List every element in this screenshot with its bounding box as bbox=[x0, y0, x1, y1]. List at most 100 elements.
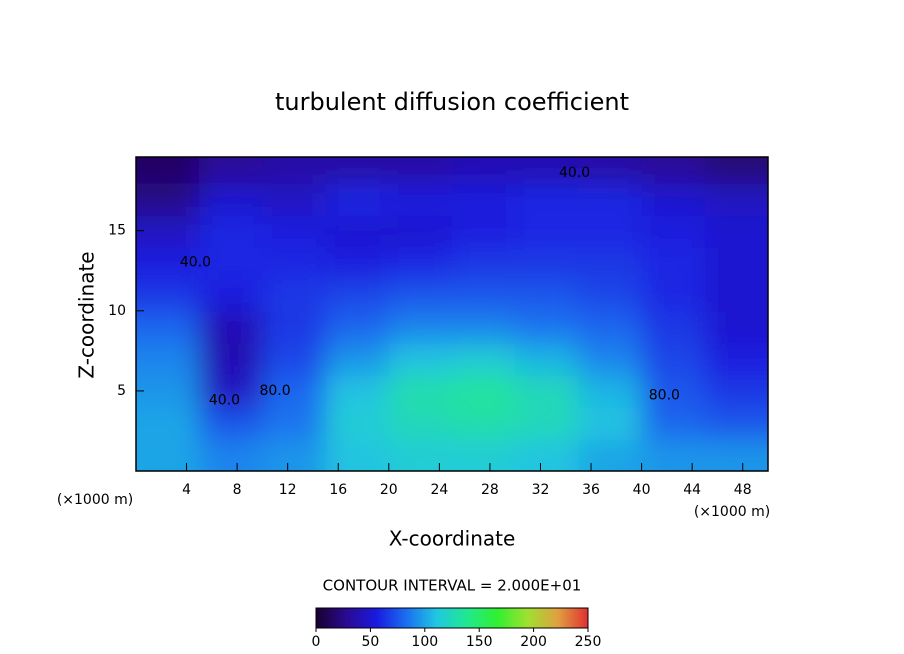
field-cell bbox=[262, 438, 327, 471]
field-cell bbox=[388, 214, 453, 248]
field-cell bbox=[136, 214, 201, 248]
field-cell bbox=[578, 278, 643, 312]
field-cell bbox=[388, 406, 453, 440]
field-cell bbox=[388, 246, 453, 280]
field-cell bbox=[704, 182, 768, 216]
field-cell bbox=[136, 182, 201, 216]
x-tick-label: 48 bbox=[734, 482, 752, 498]
field-cell bbox=[515, 438, 580, 471]
field-cell bbox=[452, 182, 517, 216]
field-cell bbox=[325, 438, 390, 471]
field-cell bbox=[452, 374, 517, 408]
field bbox=[136, 157, 768, 471]
y-unit-label: (×1000 m) bbox=[57, 492, 133, 508]
field-cell bbox=[641, 342, 706, 376]
x-tick-label: 4 bbox=[182, 482, 191, 498]
field-cell bbox=[578, 406, 643, 440]
contour-label: 40.0 bbox=[180, 255, 211, 271]
field-cell bbox=[262, 157, 327, 184]
field-cell bbox=[704, 406, 768, 440]
field-cell bbox=[704, 310, 768, 344]
field-cell bbox=[388, 157, 453, 184]
y-tick-label: 15 bbox=[108, 223, 126, 239]
contour-label: 40.0 bbox=[559, 165, 590, 181]
field-cell bbox=[578, 374, 643, 408]
field-cell bbox=[515, 157, 580, 184]
chart-title: turbulent diffusion coefficient bbox=[275, 88, 629, 116]
field-cell bbox=[136, 342, 201, 376]
field-cell bbox=[262, 246, 327, 280]
x-tick-label: 28 bbox=[481, 482, 499, 498]
x-tick-label: 40 bbox=[633, 482, 651, 498]
field-cell bbox=[136, 310, 201, 344]
field-cell bbox=[578, 182, 643, 216]
field-cell bbox=[452, 438, 517, 471]
field-cell bbox=[136, 246, 201, 280]
field-cell bbox=[325, 246, 390, 280]
field-cell bbox=[199, 214, 264, 248]
field-cell bbox=[199, 374, 264, 408]
field-cell bbox=[641, 157, 706, 184]
x-tick-label: 20 bbox=[380, 482, 398, 498]
field-cell bbox=[452, 246, 517, 280]
field-cell bbox=[641, 246, 706, 280]
field-cell bbox=[704, 438, 768, 471]
field-clip bbox=[136, 157, 768, 471]
x-tick-label: 16 bbox=[329, 482, 347, 498]
x-tick-label: 36 bbox=[582, 482, 600, 498]
y-tick-label: 5 bbox=[117, 383, 126, 399]
field-cell bbox=[388, 342, 453, 376]
field-cell bbox=[388, 278, 453, 312]
colorbar-tick-label: 200 bbox=[520, 634, 547, 650]
field-cell bbox=[199, 310, 264, 344]
field-cell bbox=[578, 157, 643, 184]
field-cell bbox=[578, 214, 643, 248]
field-cell bbox=[515, 278, 580, 312]
field-cell bbox=[136, 406, 201, 440]
field-cell bbox=[199, 182, 264, 216]
field-cell bbox=[136, 157, 201, 184]
field-cell bbox=[641, 214, 706, 248]
contour-interval: CONTOUR INTERVAL = 2.000E+01 bbox=[323, 577, 582, 595]
field-cell bbox=[704, 374, 768, 408]
field-cell bbox=[325, 374, 390, 408]
field-cell bbox=[704, 246, 768, 280]
field-cell bbox=[641, 374, 706, 408]
field-cell bbox=[262, 406, 327, 440]
field-cell bbox=[641, 182, 706, 216]
field-cell bbox=[325, 182, 390, 216]
field-cell bbox=[452, 342, 517, 376]
field-cell bbox=[452, 310, 517, 344]
field-cell bbox=[136, 374, 201, 408]
field-cell bbox=[578, 438, 643, 471]
x-axis-label: X-coordinate bbox=[389, 527, 516, 551]
field-cell bbox=[578, 342, 643, 376]
field-cell bbox=[641, 310, 706, 344]
colorbar-tick-label: 150 bbox=[466, 634, 493, 650]
y-axis-label: Z-coordinate bbox=[75, 251, 99, 378]
field-cell bbox=[641, 278, 706, 312]
field-cell bbox=[641, 406, 706, 440]
x-tick-label: 12 bbox=[279, 482, 297, 498]
field-cell bbox=[325, 310, 390, 344]
field-cell bbox=[515, 246, 580, 280]
field-cell bbox=[262, 310, 327, 344]
field-cell bbox=[325, 214, 390, 248]
field-cell bbox=[452, 157, 517, 184]
field-cell bbox=[388, 374, 453, 408]
field-cell bbox=[325, 157, 390, 184]
contour-label: 80.0 bbox=[259, 383, 290, 399]
field-cell bbox=[704, 157, 768, 184]
field-cell bbox=[136, 438, 201, 471]
x-tick-label: 44 bbox=[683, 482, 701, 498]
field-cell bbox=[325, 406, 390, 440]
plot-frame bbox=[135, 156, 769, 472]
field-cell bbox=[388, 182, 453, 216]
x-tick-label: 32 bbox=[532, 482, 550, 498]
colorbar-tick-label: 0 bbox=[312, 634, 321, 650]
field-cell bbox=[325, 278, 390, 312]
field-cell bbox=[388, 438, 453, 471]
contour-label: 80.0 bbox=[649, 388, 680, 404]
field-cell bbox=[641, 438, 706, 471]
